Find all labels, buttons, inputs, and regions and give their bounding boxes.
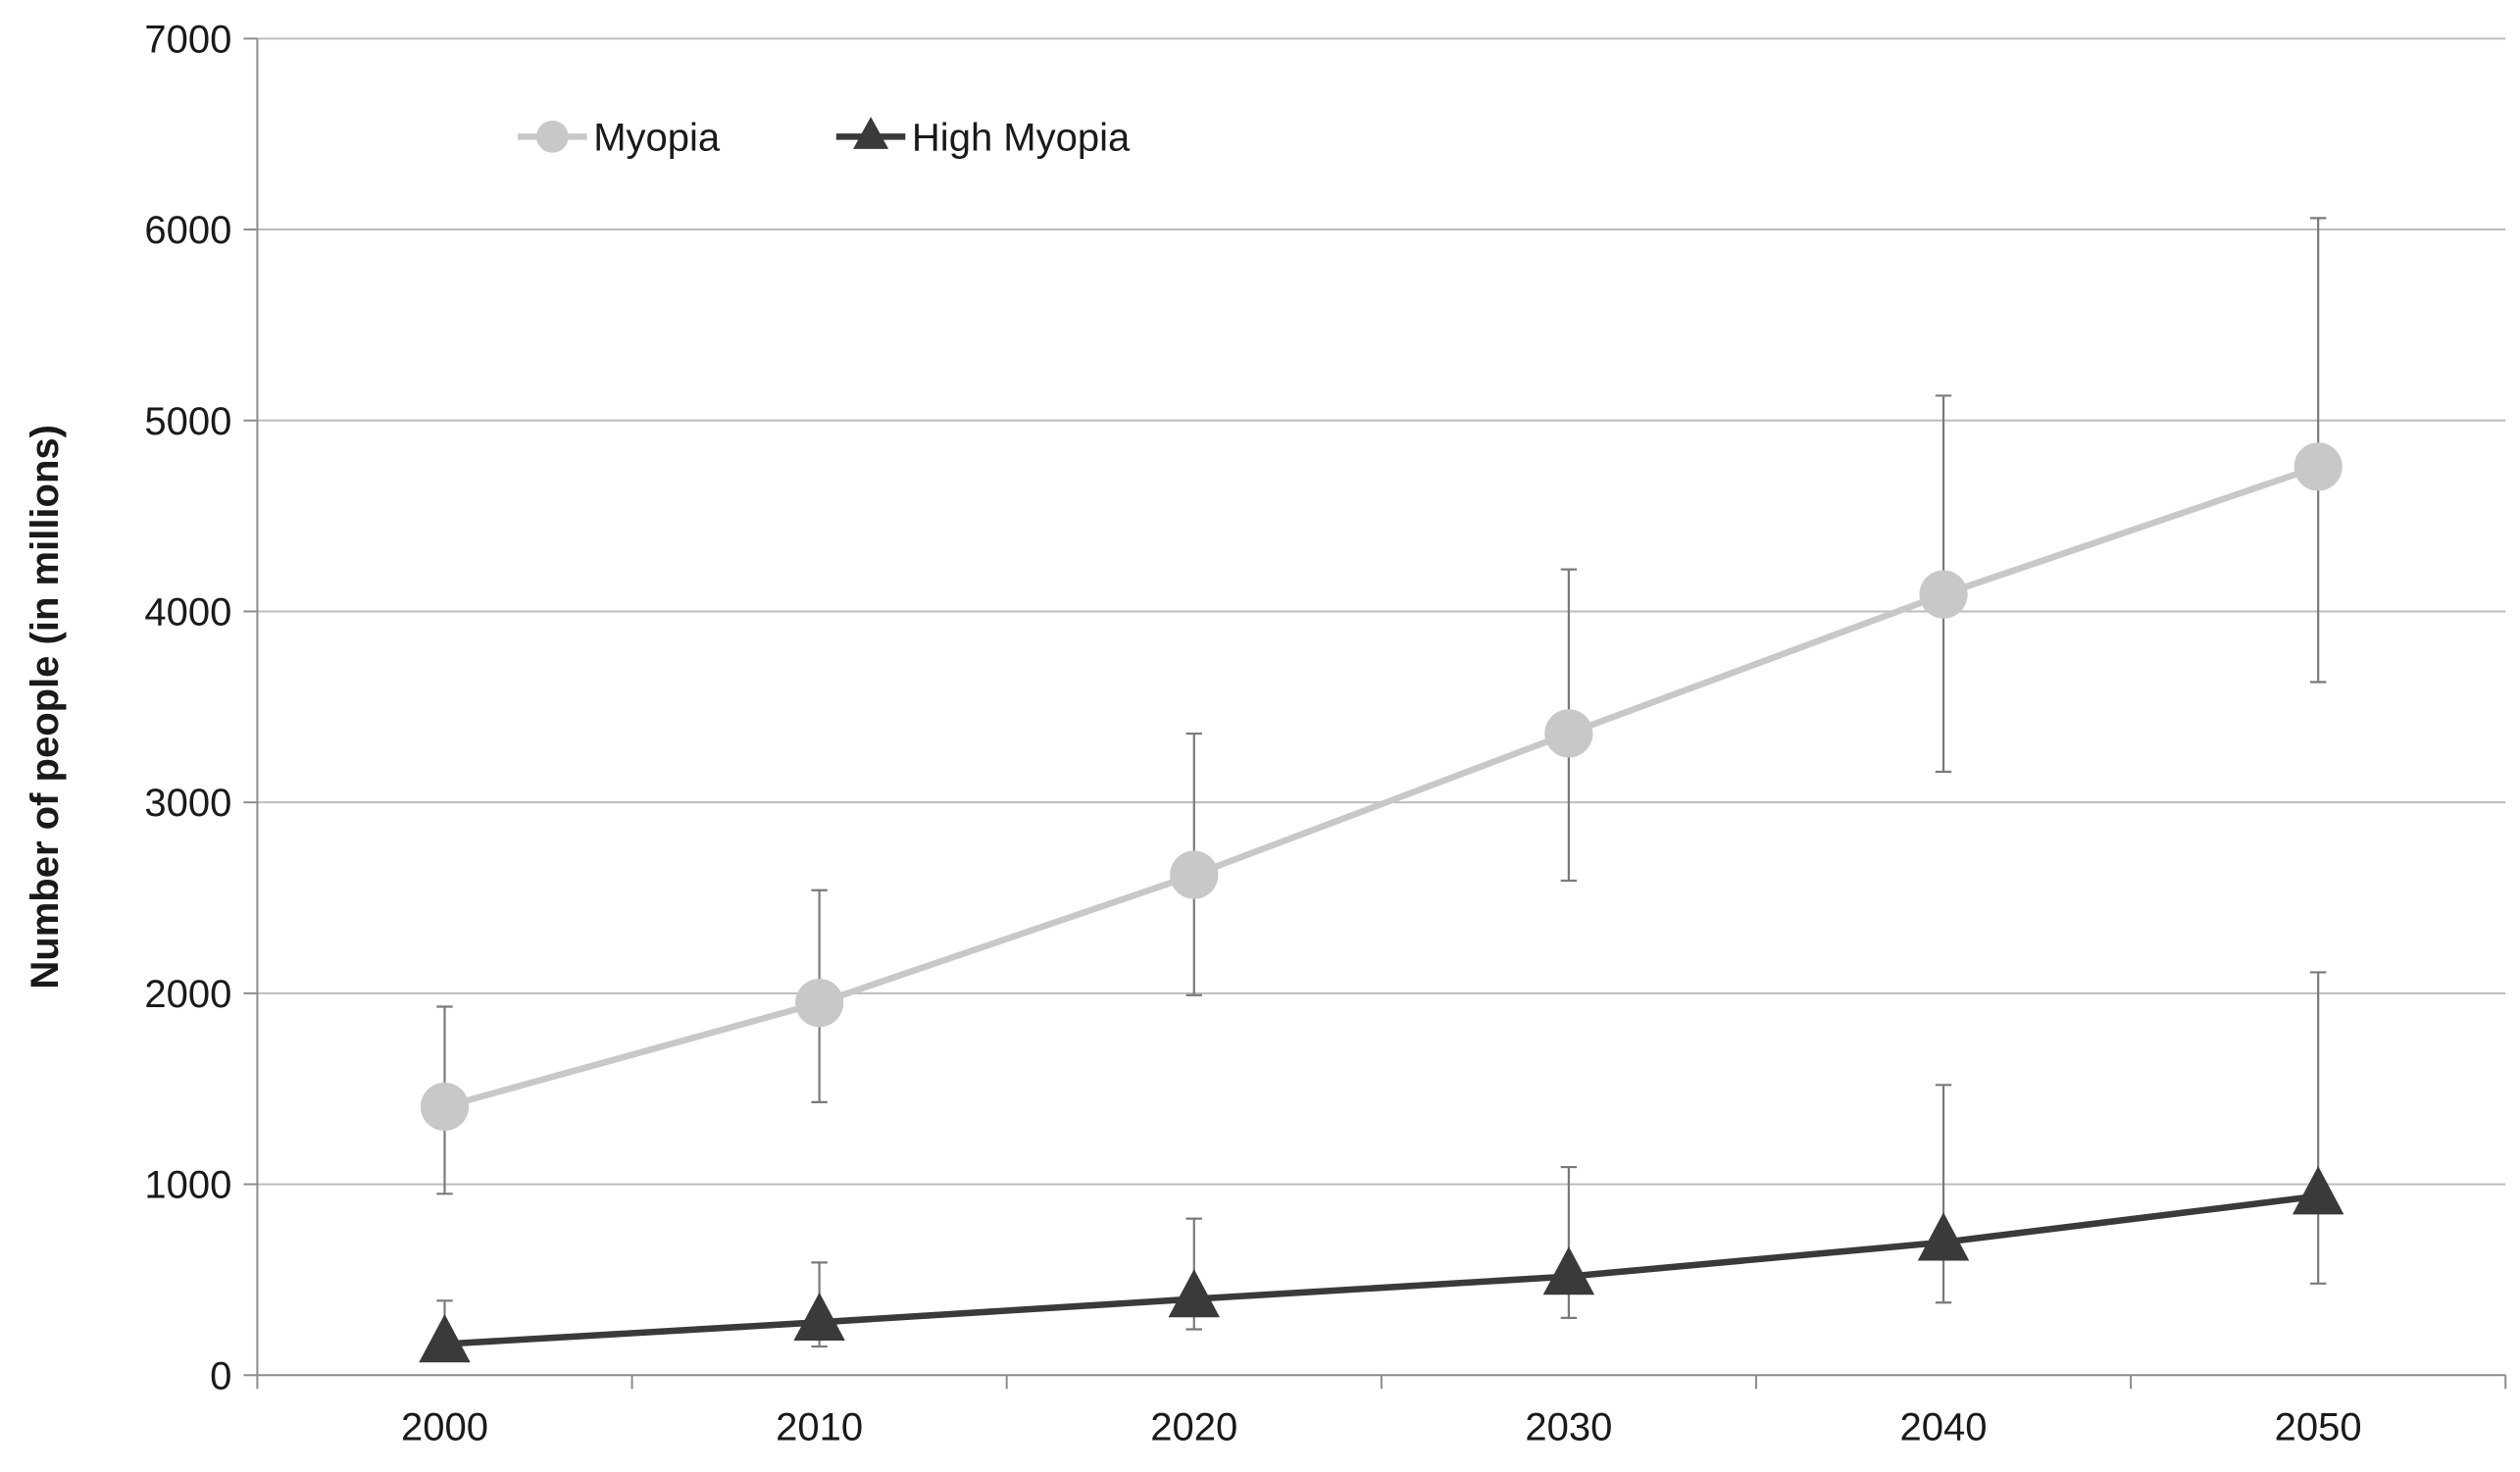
marker-high-myopia-2000 <box>419 1314 471 1363</box>
x-tick-label-2020: 2020 <box>1150 1405 1237 1448</box>
x-tick-label-2030: 2030 <box>1525 1405 1612 1448</box>
y-tick-label-3000: 3000 <box>144 782 231 825</box>
y-tick-label-2000: 2000 <box>144 973 231 1016</box>
legend: Myopia High Myopia <box>518 116 1131 159</box>
series-line-myopia <box>443 463 2320 1110</box>
x-tick-labels: 2000 2010 2020 2030 2040 2050 <box>401 1405 2362 1448</box>
marker-high-myopia-2050 <box>2292 1166 2344 1215</box>
y-tick-label-0: 0 <box>210 1354 231 1397</box>
marker-myopia-2050 <box>2293 442 2343 491</box>
error-bars <box>436 217 2327 1357</box>
data-markers <box>419 442 2344 1363</box>
y-tick-label-4000: 4000 <box>144 590 231 634</box>
marker-myopia-2030 <box>1544 709 1593 758</box>
marker-high-myopia-2040 <box>1917 1212 1970 1261</box>
y-axis-title: Number of people (in millions) <box>24 425 67 990</box>
axes <box>243 37 2507 1390</box>
legend-marker-high-myopia <box>853 117 889 149</box>
marker-myopia-2010 <box>795 978 844 1028</box>
y-tick-label-7000: 7000 <box>144 18 231 61</box>
marker-high-myopia-2030 <box>1542 1246 1595 1295</box>
legend-label-myopia: Myopia <box>593 116 721 159</box>
marker-myopia-2040 <box>1919 570 1968 619</box>
x-tick-label-2000: 2000 <box>401 1405 488 1448</box>
legend-label-high-myopia: High Myopia <box>912 116 1131 159</box>
x-tick-label-2050: 2050 <box>2275 1405 2362 1448</box>
legend-item-high-myopia: High Myopia <box>835 116 1131 159</box>
legend-marker-myopia <box>535 121 569 153</box>
series-lines <box>443 463 2320 1347</box>
marker-myopia-2000 <box>420 1082 470 1132</box>
y-tick-label-1000: 1000 <box>144 1164 231 1207</box>
series-line-high-myopia <box>444 1193 2319 1347</box>
y-tick-label-5000: 5000 <box>144 400 231 443</box>
marker-high-myopia-2010 <box>793 1292 845 1342</box>
legend-item-myopia: Myopia <box>518 116 721 159</box>
y-tick-labels: 0 1000 2000 3000 4000 5000 6000 7000 <box>144 18 231 1397</box>
x-tick-label-2010: 2010 <box>776 1405 863 1448</box>
marker-high-myopia-2020 <box>1168 1269 1220 1318</box>
y-tick-label-6000: 6000 <box>144 209 231 252</box>
gridlines <box>257 37 2506 1186</box>
marker-myopia-2020 <box>1170 850 1219 899</box>
x-tick-label-2040: 2040 <box>1900 1405 1988 1448</box>
